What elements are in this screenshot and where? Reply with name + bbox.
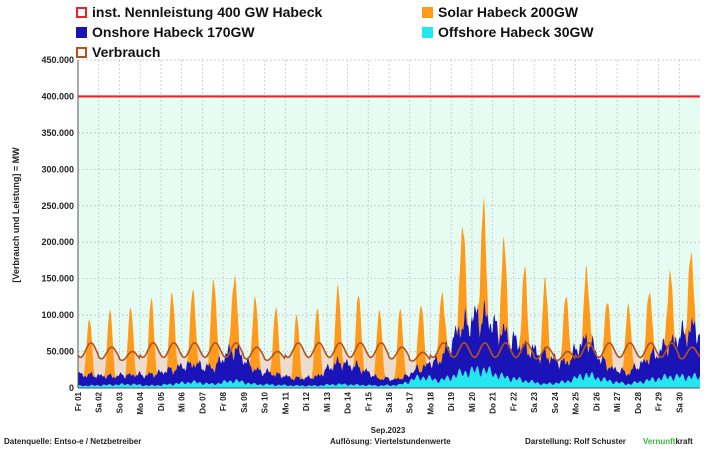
- y-tick-label: 300.000: [41, 164, 74, 174]
- x-tick-label: Di 12: [302, 391, 311, 411]
- y-tick-label: 350.000: [41, 128, 74, 138]
- legend-item-onshore: Onshore Habeck 170GW: [76, 24, 255, 40]
- x-tick-label: Do 14: [344, 391, 353, 413]
- x-tick-label: Mi 13: [323, 391, 332, 412]
- footer-author: Darstellung: Rolf Schuster: [525, 437, 626, 446]
- y-tick-label: 400.000: [41, 91, 74, 101]
- x-tick-label: Sa 09: [240, 391, 249, 412]
- chart-lines: [77, 95, 701, 362]
- y-tick-label: 200.000: [41, 237, 74, 247]
- x-tick-label: Sa 02: [95, 391, 104, 412]
- x-tick-label: So 03: [115, 391, 124, 413]
- footer-brand: Vernunftkraft: [643, 437, 693, 446]
- legend-item-consumption: Verbrauch: [76, 44, 160, 60]
- x-tick-label: Fr 15: [364, 391, 373, 411]
- y-tick-labels: 0 50.000 100.000 150.000 200.000 250.000 300.0…: [41, 55, 74, 393]
- x-tick-label: Di 26: [592, 391, 601, 411]
- y-tick-label: 50.000: [46, 347, 74, 357]
- legend-item-offshore: Offshore Habeck 30GW: [422, 24, 594, 40]
- x-tick-label: Mi 20: [468, 391, 477, 412]
- y-tick-label: 100.000: [41, 310, 74, 320]
- x-tick-label: Sa 30: [675, 391, 684, 412]
- axes: [77, 60, 700, 389]
- solar-area: [78, 196, 700, 382]
- legend-swatch-capacity: [76, 6, 87, 18]
- legend-swatch-onshore: [76, 26, 87, 38]
- legend-label-consumption: Verbrauch: [92, 44, 161, 60]
- x-tick-label: So 10: [261, 391, 270, 413]
- y-tick-label: 250.000: [41, 201, 74, 211]
- legend-label-offshore: Offshore Habeck 30GW: [438, 24, 594, 40]
- x-tick-label: Mo 18: [426, 391, 435, 414]
- legend-label-capacity: inst. Nennleistung 400 GW Habeck: [92, 4, 323, 20]
- onshore-area: [78, 299, 700, 387]
- y-axis-label: [Verbrauch und Leistung] = MW: [11, 147, 21, 283]
- footer-source: Datenquelle: Entso-e / Netzbetreiber: [4, 437, 142, 446]
- x-tick-label: So 24: [551, 391, 560, 413]
- x-tick-label: Sa 23: [530, 391, 539, 412]
- x-tick-label: So 17: [406, 391, 415, 413]
- x-tick-label: Mi 06: [178, 391, 187, 412]
- footer-brand-black: kraft: [675, 437, 693, 446]
- x-tick-label: Di 05: [157, 391, 166, 411]
- x-tick-labels: Fr 01 Sa 02 So 03 Mo 04 Di 05 Mi 06 Do 07 Fr 08…: [74, 391, 684, 414]
- x-tick-label: Sa 16: [385, 391, 394, 412]
- offshore-area: [78, 366, 700, 388]
- chart-areas: [78, 196, 700, 388]
- consumption-line: [77, 341, 701, 362]
- legend-item-capacity: inst. Nennleistung 400 GW Habeck: [76, 4, 322, 20]
- x-axis-label: Sep.2023: [371, 426, 406, 435]
- legend-label-solar: Solar Habeck 200GW: [438, 4, 579, 20]
- legend-swatch-offshore: [422, 26, 433, 38]
- legend-label-onshore: Onshore Habeck 170GW: [92, 24, 255, 40]
- x-tick-label: Do 21: [489, 391, 498, 413]
- x-tick-label: Di 19: [447, 391, 456, 411]
- x-tick-label: Mo 04: [136, 391, 145, 414]
- legend-swatch-consumption: [76, 46, 87, 58]
- y-tick-label: 150.000: [41, 274, 74, 284]
- x-tick-label: Do 07: [198, 391, 207, 413]
- footer-resolution: Auflösung: Viertelstundenwerte: [330, 437, 451, 446]
- y-tick-label: 0: [69, 383, 74, 393]
- y-tick-label: 450.000: [41, 55, 74, 65]
- x-tick-label: Mo 25: [572, 391, 581, 414]
- x-tick-label: Fr 29: [655, 391, 664, 411]
- legend-item-solar: Solar Habeck 200GW: [422, 4, 578, 20]
- footer-brand-green: Vernunft: [643, 437, 676, 446]
- x-tick-label: Fr 22: [509, 391, 518, 411]
- x-tick-label: Mi 27: [613, 391, 622, 412]
- x-tick-label: Mo 11: [281, 391, 290, 414]
- x-tick-label: Fr 08: [219, 391, 228, 411]
- x-tick-label: Fr 01: [74, 391, 83, 411]
- legend-swatch-solar: [422, 6, 433, 18]
- x-tick-label: Do 28: [634, 391, 643, 413]
